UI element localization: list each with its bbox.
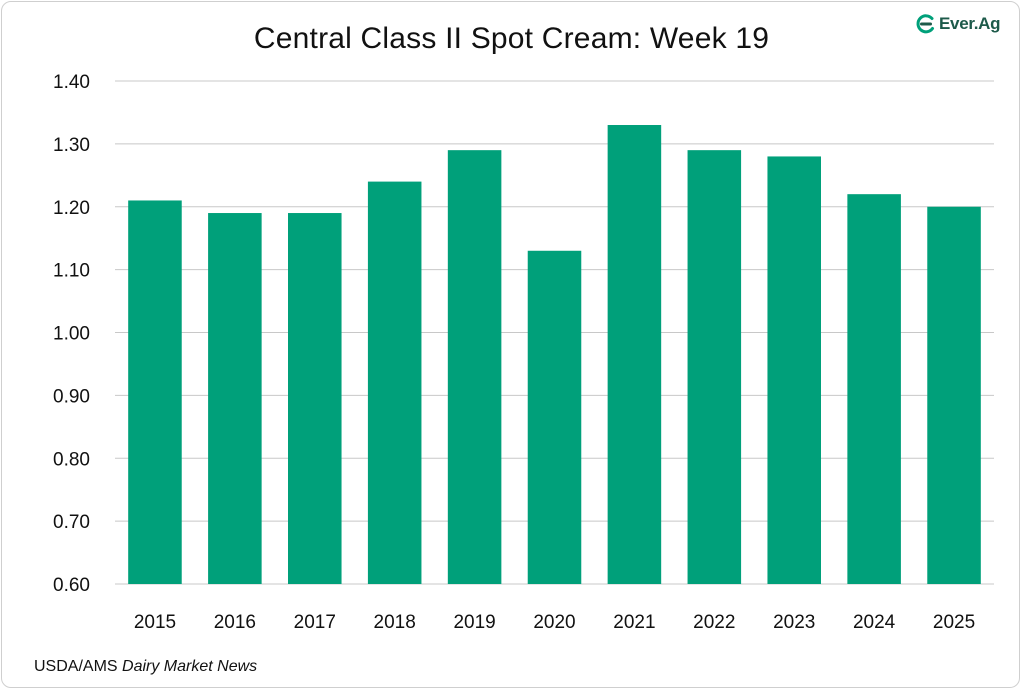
source-italic: Dairy Market News — [122, 658, 258, 675]
y-tick-label: 0.90 — [53, 386, 90, 407]
bar-2023 — [767, 156, 821, 584]
bar-2022 — [687, 150, 742, 584]
source-note: USDA/AMS Dairy Market News — [34, 658, 257, 676]
bar-2019 — [447, 150, 502, 584]
x-tick-label: 2020 — [533, 612, 575, 633]
bar-2021 — [607, 125, 662, 584]
source-prefix: USDA/AMS — [34, 658, 123, 675]
x-tick-label: 2022 — [693, 612, 735, 633]
ever-ag-logo-icon — [916, 14, 934, 34]
x-tick-label: 2015 — [134, 612, 176, 633]
bar-2017 — [288, 213, 342, 584]
y-tick-label: 1.40 — [53, 72, 90, 93]
y-tick-label: 1.20 — [53, 198, 90, 219]
y-tick-labels: 0.60 0.70 0.80 0.90 1.00 1.10 1.20 1.30 1.40 — [53, 72, 90, 596]
bars — [128, 125, 981, 585]
bar-2018 — [367, 181, 422, 584]
y-tick-label: 0.60 — [53, 575, 90, 596]
chart-title: Central Class II Spot Cream: Week 19 — [253, 22, 770, 55]
x-tick-label: 2021 — [613, 612, 655, 633]
bar-2024 — [847, 194, 901, 585]
y-tick-label: 1.10 — [53, 261, 90, 282]
x-tick-label: 2017 — [294, 612, 336, 633]
x-tick-label: 2018 — [374, 612, 416, 633]
y-tick-label: 0.80 — [53, 449, 90, 470]
x-tick-label: 2023 — [773, 612, 815, 633]
x-tick-label: 2024 — [853, 612, 896, 633]
y-tick-label: 1.00 — [53, 324, 90, 345]
bar-2015 — [128, 200, 182, 584]
bar-2020 — [527, 250, 582, 584]
bar-2016 — [208, 213, 262, 584]
y-tick-label: 1.30 — [53, 135, 90, 156]
x-tick-labels: 2015 2016 2017 2018 2019 2020 2021 2022 2023 2024… — [134, 612, 975, 633]
logo-text: Ever.Ag — [939, 14, 1001, 33]
x-tick-label: 2025 — [933, 612, 975, 633]
bar-2025 — [927, 206, 981, 584]
x-tick-label: 2016 — [214, 612, 256, 633]
y-tick-label: 0.70 — [53, 512, 90, 533]
x-tick-label: 2019 — [453, 612, 495, 633]
ever-ag-logo: Ever.Ag — [916, 14, 1001, 34]
